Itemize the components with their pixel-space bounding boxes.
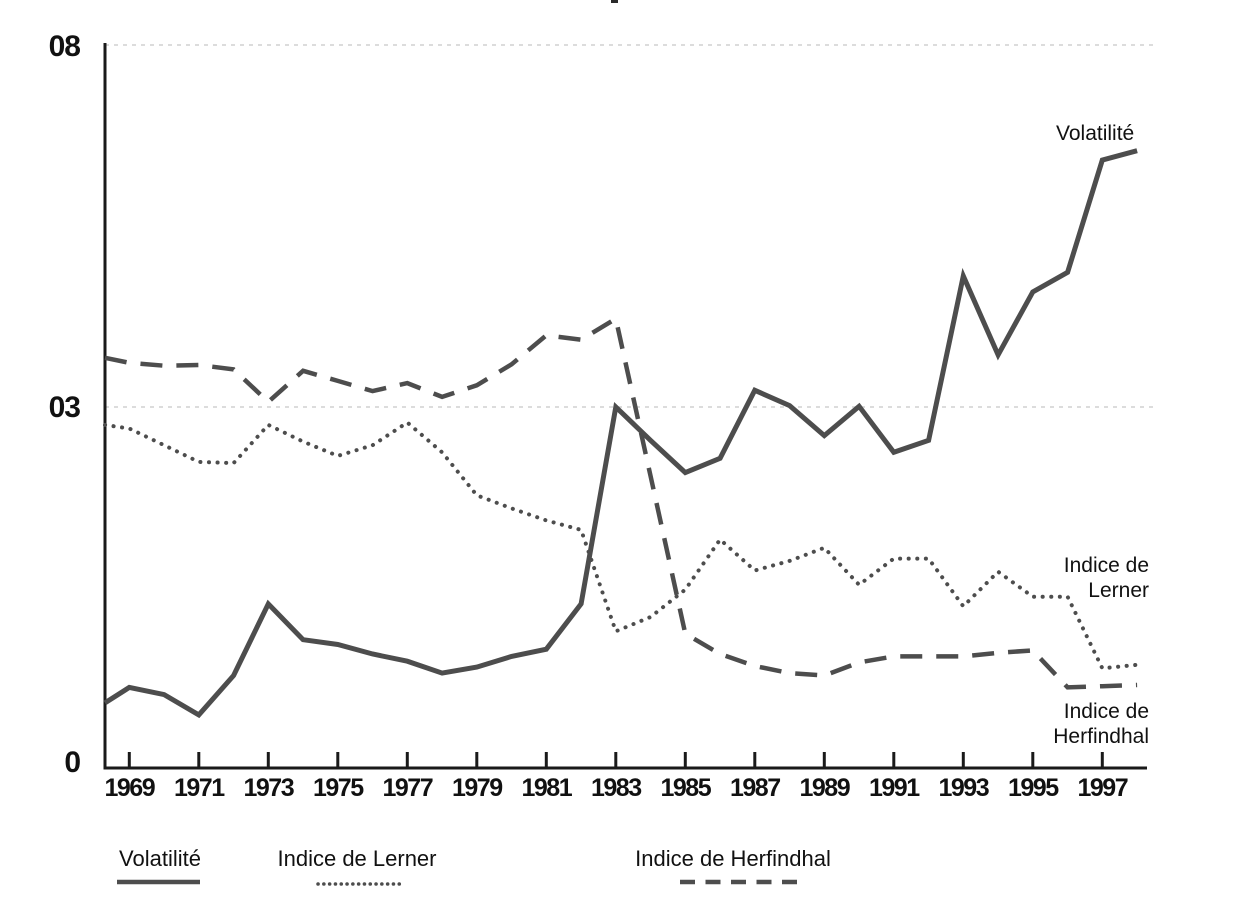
x-tick-label: 1971 bbox=[174, 774, 225, 802]
gridlines bbox=[105, 44, 1155, 408]
y-tick-label-03: 03 bbox=[49, 391, 81, 424]
x-tick-label: 1985 bbox=[660, 774, 711, 802]
legend-label-lerner: Indice de Lerner bbox=[278, 846, 437, 871]
x-tick-label: 1995 bbox=[1008, 774, 1059, 802]
x-tick-label: 1991 bbox=[869, 774, 920, 802]
y-tick-label-08: 08 bbox=[49, 30, 81, 63]
x-tick-label: 1975 bbox=[313, 774, 364, 802]
legend-label-volatilite: Volatilité bbox=[119, 846, 201, 871]
legend-label-herfindhal: Indice de Herfindhal bbox=[635, 846, 831, 871]
volatilite-series-label: Volatilité bbox=[1056, 122, 1134, 145]
lerner-series-label-line1: Indice de bbox=[1064, 554, 1149, 577]
series-line-solid bbox=[103, 148, 1138, 719]
x-tick-label: 1997 bbox=[1077, 774, 1127, 802]
x-axis-ticks: 1969 1971 1973 1975 1977 1979 1981 1983 1985 1987… bbox=[104, 752, 1129, 802]
x-tick-label: 1989 bbox=[799, 774, 849, 802]
x-tick-label: 1987 bbox=[730, 774, 780, 802]
legend: Volatilité Indice de Lerner Indice de He… bbox=[117, 846, 831, 886]
x-tick-label: 1981 bbox=[521, 774, 572, 802]
x-tick-label: 1977 bbox=[382, 774, 432, 802]
x-tick-label: 1983 bbox=[591, 774, 641, 802]
x-tick-label: 1969 bbox=[104, 774, 154, 802]
series-line-dashed bbox=[104, 315, 1138, 690]
y-tick-label-0: 0 bbox=[64, 746, 80, 779]
x-tick-label: 1979 bbox=[452, 774, 502, 802]
herfindhal-series-label-line1: Indice de bbox=[1064, 700, 1149, 723]
lerner-series-label-line2: Lerner bbox=[1088, 579, 1149, 602]
series-line-dotted bbox=[103, 420, 1140, 671]
chart-series bbox=[103, 148, 1140, 719]
x-tick-label: 1993 bbox=[938, 774, 988, 802]
x-tick-label: 1973 bbox=[243, 774, 293, 802]
herfindhal-series-label-line2: Herfindhal bbox=[1053, 725, 1149, 748]
cropped-title-artifact bbox=[611, 0, 618, 3]
